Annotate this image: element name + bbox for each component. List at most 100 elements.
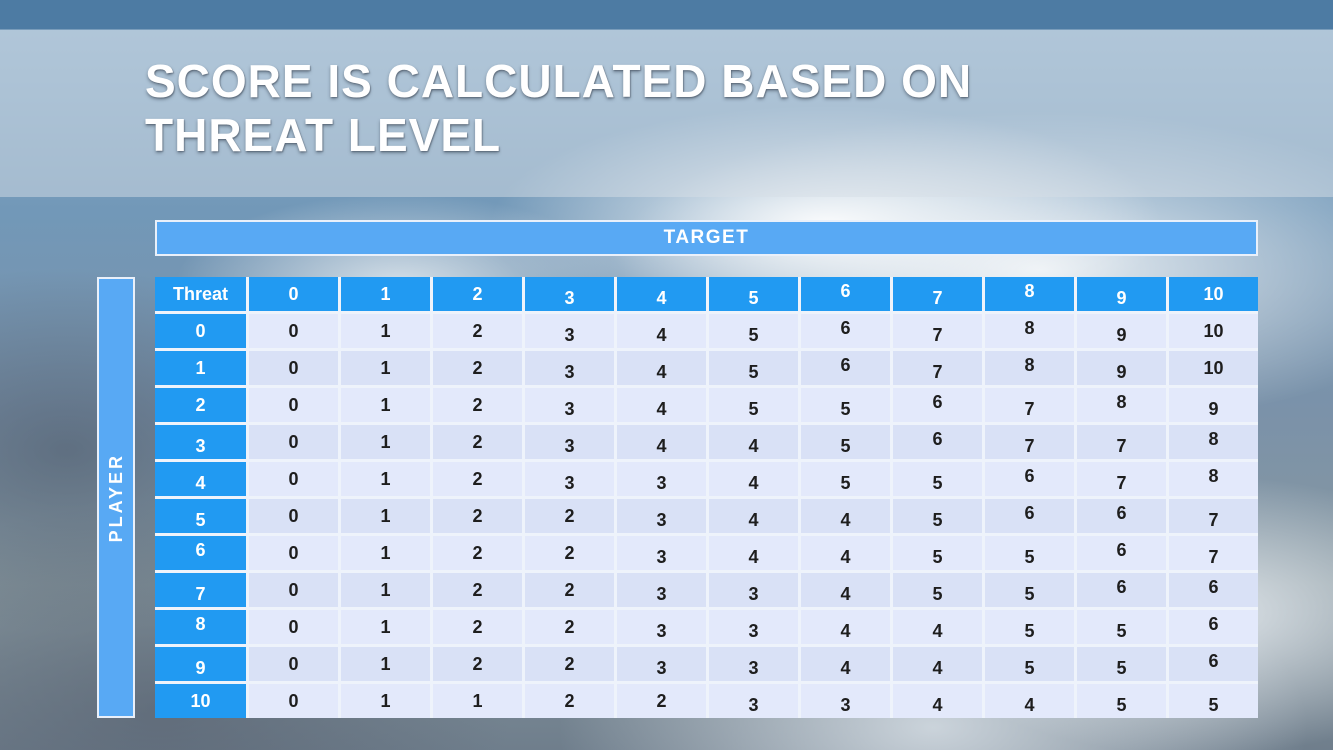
cell-text: 3 [564, 361, 575, 382]
cell-text: 8 [195, 613, 206, 634]
score-cell-r3-c10: 8 [1169, 425, 1258, 459]
target-axis-label: TARGET [663, 227, 750, 248]
cell-text: 5 [1024, 657, 1035, 678]
score-cell-r6-c2: 2 [433, 536, 522, 570]
cell-text: 5 [748, 361, 759, 382]
score-cell-r5-c1: 1 [341, 499, 430, 533]
cell-text: 2 [564, 653, 575, 674]
score-cell-r1-c9: 9 [1077, 351, 1166, 385]
score-cell-r8-c10: 6 [1169, 610, 1258, 644]
cell-text: 5 [748, 398, 759, 419]
cell-text: 2 [564, 542, 575, 563]
score-cell-r0-c3: 3 [525, 314, 614, 348]
cell-text: 5 [748, 324, 759, 345]
cell-text: 2 [656, 690, 667, 711]
score-cell-r9-c7: 4 [893, 647, 982, 681]
score-cell-r4-c6: 5 [801, 462, 890, 496]
cell-text: 2 [472, 357, 483, 378]
cell-text: 2 [472, 431, 483, 452]
score-cell-r1-c4: 4 [617, 351, 706, 385]
cell-text: 1 [380, 468, 391, 489]
cell-text: 2 [472, 653, 483, 674]
cell-text: 10 [1203, 357, 1224, 378]
cell-text: 2 [472, 394, 483, 415]
score-cell-r1-c10: 10 [1169, 351, 1258, 385]
cell-text: 6 [1116, 539, 1127, 560]
row-header-0: 0 [155, 314, 246, 348]
cell-text: 0 [288, 394, 299, 415]
cell-text: 6 [1208, 613, 1219, 634]
score-cell-r1-c3: 3 [525, 351, 614, 385]
score-cell-r2-c0: 0 [249, 388, 338, 422]
cell-text: 6 [840, 317, 851, 338]
score-matrix-table: Threat 0 1 2 3 4 5 6 7 8 9 10 0 0 1 2 3 4 5 6 7 8 9 10 1 0 1 2 3 4 5 6 7… [155, 277, 1258, 718]
cell-text: 3 [748, 620, 759, 641]
slide-title: SCORE IS CALCULATED BASED ON THREAT LEVE… [145, 54, 972, 162]
score-cell-r9-c10: 6 [1169, 647, 1258, 681]
score-cell-r1-c0: 0 [249, 351, 338, 385]
score-cell-r3-c6: 5 [801, 425, 890, 459]
score-cell-r9-c4: 3 [617, 647, 706, 681]
cell-text: 4 [840, 509, 851, 530]
score-cell-r8-c8: 5 [985, 610, 1074, 644]
score-cell-r7-c0: 0 [249, 573, 338, 607]
cell-text: 2 [472, 616, 483, 637]
cell-text: 4 [656, 287, 667, 308]
score-cell-r4-c0: 0 [249, 462, 338, 496]
cell-text: 7 [932, 324, 943, 345]
score-cell-r4-c3: 3 [525, 462, 614, 496]
score-cell-r10-c8: 4 [985, 684, 1074, 718]
score-cell-r3-c5: 4 [709, 425, 798, 459]
score-cell-r6-c6: 4 [801, 536, 890, 570]
cell-text: 0 [288, 320, 299, 341]
score-cell-r2-c4: 4 [617, 388, 706, 422]
row-header-10: 10 [155, 684, 246, 718]
cell-text: 4 [840, 657, 851, 678]
cell-text: 10 [1203, 320, 1224, 341]
cell-text: 8 [1116, 391, 1127, 412]
score-cell-r6-c10: 7 [1169, 536, 1258, 570]
cell-text: 0 [288, 616, 299, 637]
target-axis-bar: TARGET [155, 220, 1258, 256]
score-cell-r1-c7: 7 [893, 351, 982, 385]
cell-text: 1 [380, 505, 391, 526]
score-cell-r9-c8: 5 [985, 647, 1074, 681]
cell-text: 3 [656, 583, 667, 604]
cell-text: 4 [840, 546, 851, 567]
cell-text: 0 [288, 468, 299, 489]
cell-text: 3 [656, 472, 667, 493]
score-cell-r7-c6: 4 [801, 573, 890, 607]
cell-text: 3 [656, 657, 667, 678]
cell-text: 9 [1208, 398, 1219, 419]
cell-text: 4 [748, 509, 759, 530]
score-cell-r4-c8: 6 [985, 462, 1074, 496]
score-cell-r6-c1: 1 [341, 536, 430, 570]
column-header-2: 2 [433, 277, 522, 311]
score-cell-r5-c7: 5 [893, 499, 982, 533]
score-cell-r3-c3: 3 [525, 425, 614, 459]
score-cell-r10-c3: 2 [525, 684, 614, 718]
cell-text: 10 [190, 690, 211, 711]
cell-text: 8 [1024, 317, 1035, 338]
cell-text: 9 [1116, 287, 1127, 308]
cell-text: 1 [380, 653, 391, 674]
cell-text: 2 [564, 579, 575, 600]
title-line-2: THREAT LEVEL [145, 109, 502, 161]
score-cell-r9-c3: 2 [525, 647, 614, 681]
score-cell-r5-c5: 4 [709, 499, 798, 533]
title-line-1: SCORE IS CALCULATED BASED ON [145, 55, 973, 107]
cell-text: 5 [932, 509, 943, 530]
row-header-6: 6 [155, 536, 246, 570]
score-cell-r10-c9: 5 [1077, 684, 1166, 718]
cell-text: 0 [288, 431, 299, 452]
cell-text: 4 [656, 324, 667, 345]
row-header-5: 5 [155, 499, 246, 533]
score-cell-r2-c2: 2 [433, 388, 522, 422]
score-cell-r7-c3: 2 [525, 573, 614, 607]
score-cell-r2-c8: 7 [985, 388, 1074, 422]
cell-text: 3 [748, 694, 759, 715]
score-cell-r3-c2: 2 [433, 425, 522, 459]
cell-text: 3 [564, 324, 575, 345]
cell-text: 5 [932, 472, 943, 493]
